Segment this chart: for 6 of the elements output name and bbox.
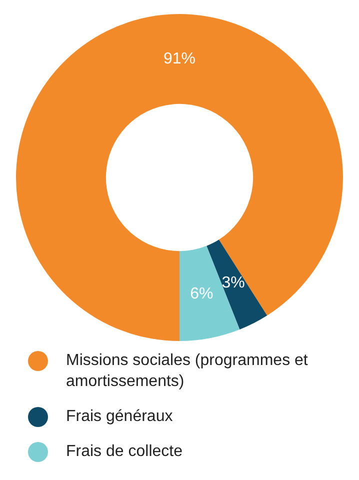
data-label: 91%	[163, 50, 196, 68]
data-label: 6%	[190, 285, 214, 302]
data-label: 3%	[222, 274, 245, 292]
legend-label: Missions sociales (programmes et amortissements)	[66, 351, 309, 392]
legend-label: Frais de collecte	[66, 442, 182, 462]
legend-label: Frais généraux	[66, 407, 173, 427]
